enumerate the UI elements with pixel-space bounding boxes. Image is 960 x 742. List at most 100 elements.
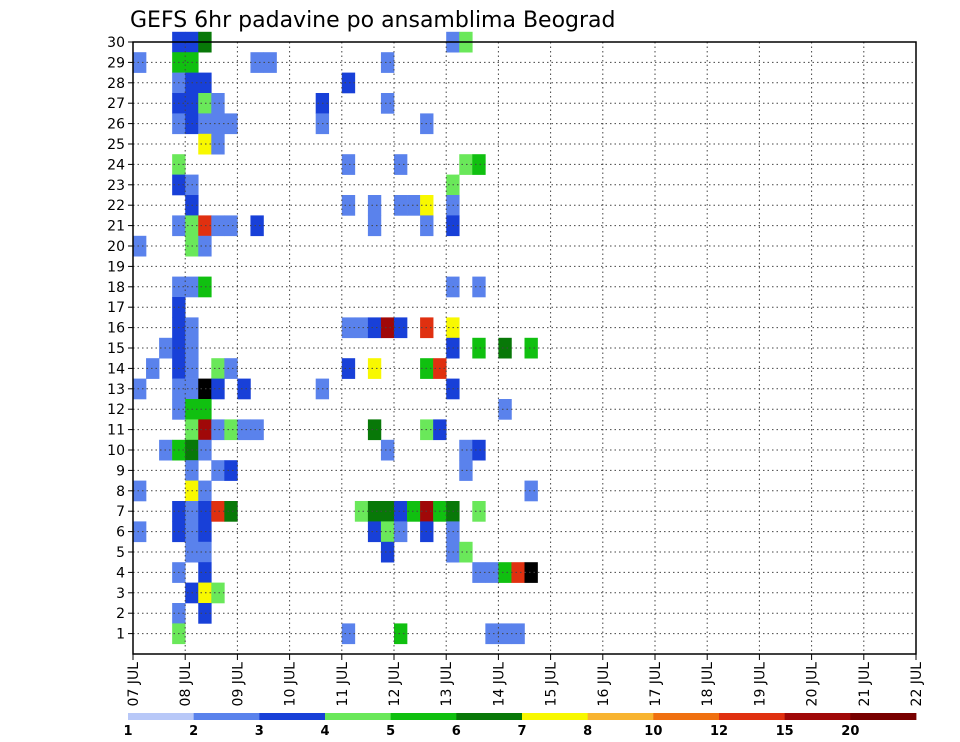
legend-label: 1: [123, 724, 132, 739]
heatmap-cell: [263, 52, 277, 73]
heatmap-cell: [367, 215, 382, 237]
y-tick-label: 23: [107, 178, 125, 194]
legend-swatch: [784, 713, 851, 720]
y-tick-label: 21: [107, 219, 125, 235]
x-tick-label: 07 JUL: [126, 662, 142, 707]
heatmap-cell: [237, 419, 251, 441]
heatmap-cell: [459, 439, 473, 461]
heatmap-cell: [472, 562, 486, 583]
y-tick-label: 12: [107, 402, 125, 418]
y-tick-label: 9: [116, 463, 125, 479]
heatmap-cell: [198, 378, 212, 400]
x-tick-label: 19 JUL: [752, 662, 768, 707]
y-tick-label: 3: [116, 586, 125, 602]
legend-swatch: [719, 713, 786, 720]
heatmap-cell: [198, 215, 212, 237]
x-tick-label: 20 JUL: [805, 662, 821, 707]
legend-swatch: [390, 713, 457, 720]
heatmap-cell: [394, 154, 408, 175]
heatmap-cell: [133, 480, 147, 502]
heatmap-cell: [394, 623, 408, 645]
heatmap-cell: [237, 378, 251, 400]
legend-label: 20: [841, 724, 859, 739]
legend-swatch: [193, 713, 260, 720]
y-tick-label: 16: [107, 321, 125, 337]
x-tick-label: 18 JUL: [700, 662, 716, 707]
heatmap-cell: [524, 337, 538, 359]
legend-swatch: [653, 713, 720, 720]
heatmap-cell: [341, 154, 356, 175]
y-tick-label: 25: [107, 137, 125, 153]
y-tick-label: 22: [107, 198, 125, 214]
y-axis: 1234567891011121314151617181920212223242…: [107, 35, 133, 643]
heatmap-cell: [224, 113, 238, 135]
y-tick-label: 27: [107, 96, 125, 112]
heatmap-cell: [211, 133, 225, 155]
heatmap-cell: [459, 154, 473, 175]
y-tick-label: 1: [116, 627, 125, 643]
heatmap-cells: [133, 31, 538, 645]
y-tick-label: 14: [107, 361, 125, 377]
heatmap-cell: [524, 562, 538, 583]
heatmap-cell: [498, 399, 512, 420]
heatmap-cell: [198, 521, 212, 543]
x-tick-label: 11 JUL: [335, 662, 351, 707]
heatmap-cell: [341, 195, 356, 216]
color-legend: 1 2 3 4 5 6 7 8 10 12 15 20: [123, 713, 917, 739]
legend-label: 2: [189, 724, 198, 739]
heatmap-cell: [211, 215, 225, 237]
heatmap-cell: [198, 582, 212, 604]
heatmap-cell: [250, 215, 264, 237]
y-tick-label: 10: [107, 443, 125, 459]
heatmap-cell: [367, 317, 382, 339]
legend-swatch: [587, 713, 654, 720]
heatmap-cell: [198, 541, 212, 563]
legend-swatch: [522, 713, 589, 720]
heatmap-cell: [485, 562, 499, 583]
heatmap-cell: [198, 419, 212, 441]
heatmap-cell: [472, 337, 486, 359]
heatmap-cell: [498, 562, 512, 583]
x-tick-label: 16 JUL: [596, 662, 612, 707]
y-tick-label: 2: [116, 606, 125, 622]
heatmap-cell: [224, 419, 238, 441]
heatmap-cell: [211, 419, 225, 441]
heatmap-cell: [146, 358, 160, 379]
x-tick-label: 10 JUL: [283, 662, 299, 707]
heatmap-cell: [341, 72, 356, 94]
x-tick-label: 22 JUL: [909, 662, 925, 707]
y-tick-label: 29: [107, 55, 125, 71]
heatmap-cell: [459, 541, 473, 563]
y-tick-label: 19: [107, 259, 125, 275]
heatmap-cell: [367, 358, 382, 379]
heatmap-cell: [198, 113, 212, 135]
heatmap-cell: [198, 93, 212, 114]
heatmap-cell: [211, 501, 225, 522]
heatmap-cell: [367, 419, 382, 441]
heatmap-cell: [133, 521, 147, 543]
legend-label: 4: [320, 724, 329, 739]
x-tick-label: 13 JUL: [439, 662, 455, 707]
chart-title: GEFS 6hr padavine po ansamblima Beograd: [130, 8, 616, 33]
heatmap-cell: [211, 582, 225, 604]
heatmap-cell: [211, 378, 225, 400]
heatmap-cell: [380, 93, 395, 114]
x-tick-label: 15 JUL: [544, 662, 560, 707]
y-tick-label: 11: [107, 423, 125, 439]
heatmap-cell: [380, 521, 395, 543]
x-tick-label: 12 JUL: [387, 662, 403, 707]
legend-swatch: [128, 713, 195, 720]
heatmap-cell: [133, 52, 147, 73]
heatmap-cell: [380, 317, 395, 339]
legend-label: 10: [644, 724, 662, 739]
legend-swatch: [259, 713, 326, 720]
y-tick-label: 20: [107, 239, 125, 255]
y-tick-label: 13: [107, 382, 125, 398]
heatmap-cell: [211, 460, 225, 481]
heatmap-cell: [498, 337, 512, 359]
heatmap-cell: [341, 317, 356, 339]
heatmap-cell: [472, 276, 486, 298]
heatmap-cell: [394, 195, 408, 216]
heatmap-cell: [472, 439, 486, 461]
